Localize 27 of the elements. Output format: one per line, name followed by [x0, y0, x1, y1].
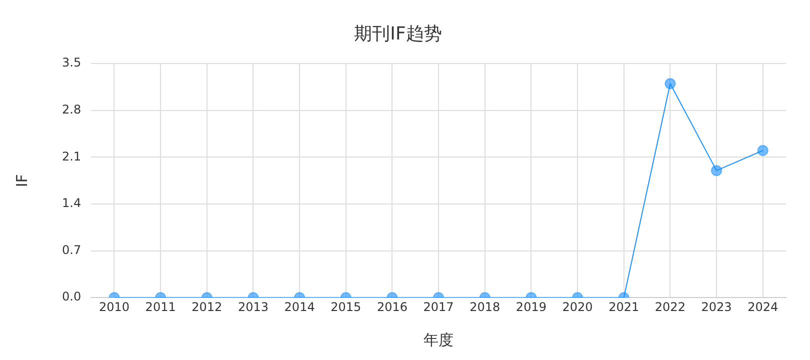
x-tick-label: 2016	[376, 300, 408, 314]
y-tick-label: 1.4	[62, 196, 82, 210]
x-tick-label: 2021	[608, 300, 640, 314]
x-tick-label: 2023	[701, 300, 732, 314]
x-tick-label: 2024	[748, 300, 778, 314]
x-tick-label: 2020	[562, 300, 593, 314]
x-axis-title: 年度	[424, 330, 454, 349]
point	[664, 78, 676, 90]
x-tick-label: 2015	[330, 300, 362, 314]
y-axis-title: IF	[12, 174, 31, 188]
y-tick-label: 2.1	[62, 149, 82, 164]
x-tick-label: 2019	[516, 300, 546, 314]
x-tick-label: 2014	[284, 300, 315, 314]
chart-title: 期刊IF趋势	[354, 23, 442, 44]
x-tick-label: 2012	[192, 300, 222, 314]
point	[711, 165, 722, 176]
y-tick-label: 0.0	[62, 290, 82, 304]
x-tick-label: 2013	[238, 300, 269, 314]
x-tick-label: 2011	[145, 300, 176, 314]
x-tick-label: 2022	[654, 300, 686, 314]
x-tick-label: 2010	[98, 300, 130, 314]
x-tick-label: 2017	[423, 300, 454, 314]
y-tick-label: 2.8	[62, 102, 82, 117]
point	[757, 145, 768, 156]
y-tick-label: 0.7	[62, 242, 82, 257]
y-tick-label: 3.5	[62, 56, 82, 70]
x-tick-label: 2018	[470, 300, 500, 314]
